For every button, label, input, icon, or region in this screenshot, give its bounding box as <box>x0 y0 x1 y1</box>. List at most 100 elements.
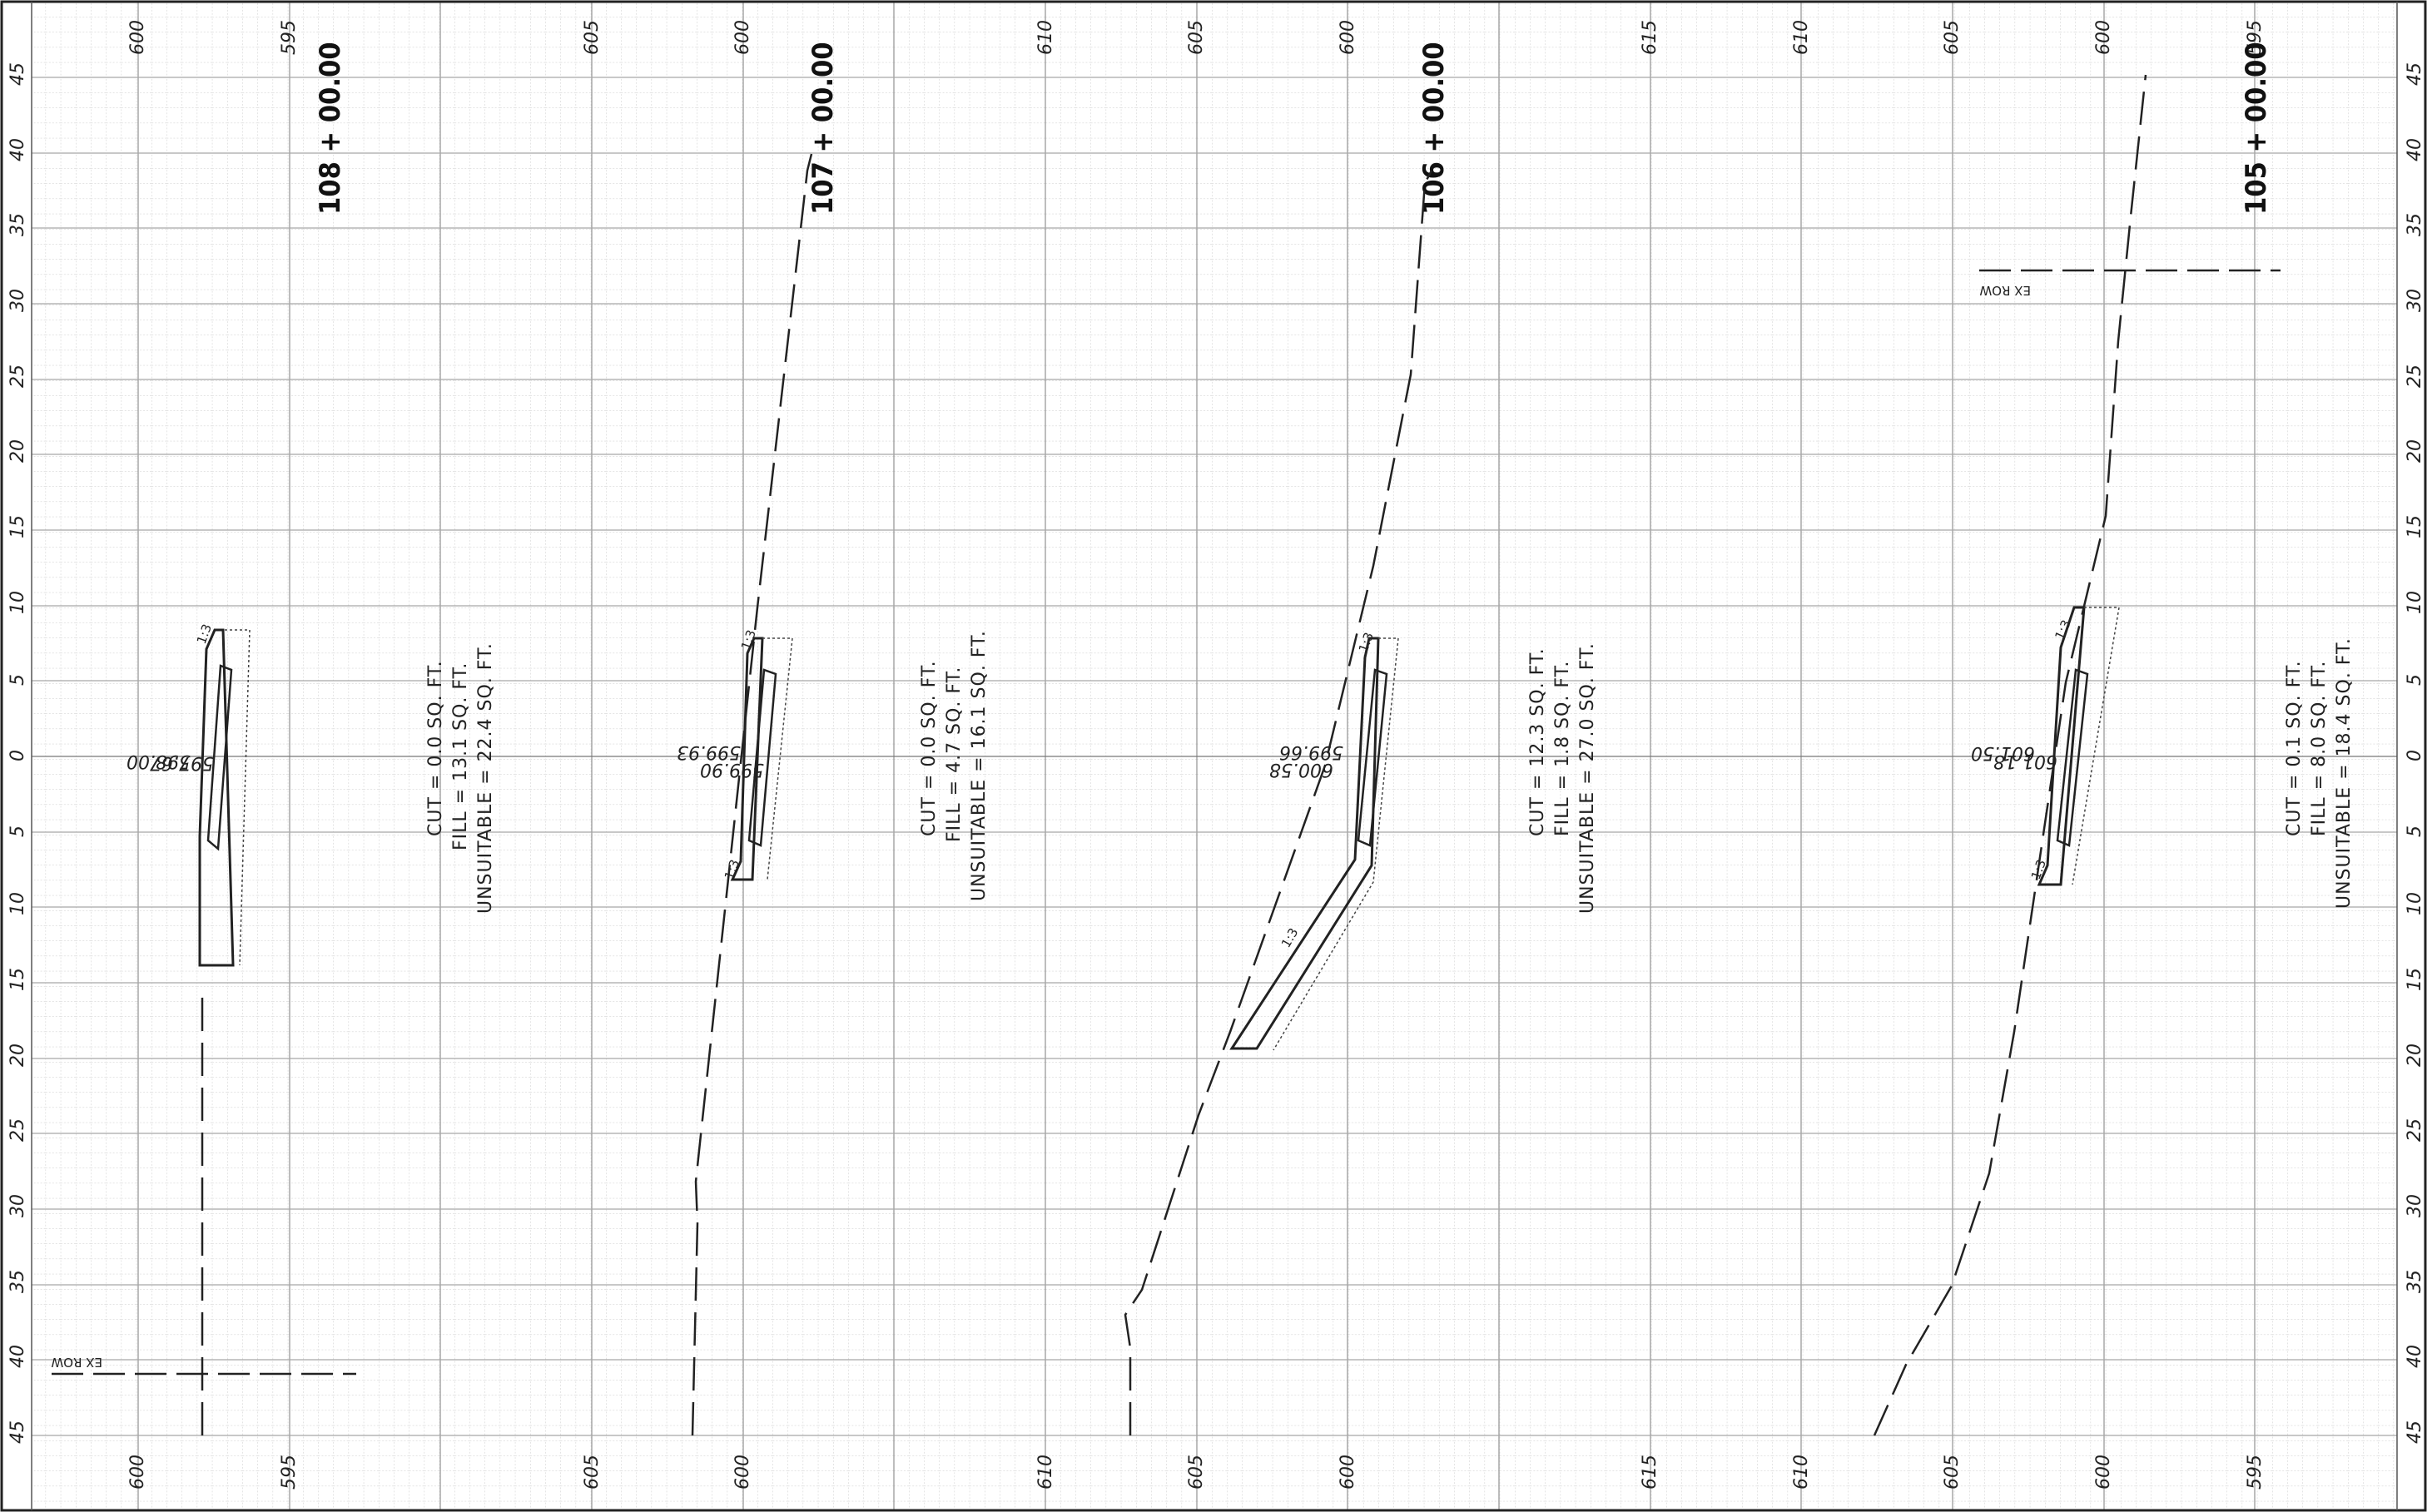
unsuitable-quantity: UNSUITABLE = 22.4 SQ. FT. <box>475 642 496 914</box>
offset-tick: 40 <box>2405 138 2425 161</box>
elevation-tick: 595 <box>2245 20 2266 55</box>
offset-tick: 30 <box>7 1194 28 1217</box>
station-label: 107 + 00.00 <box>807 42 840 215</box>
elevation-tick: 595 <box>2245 1455 2266 1490</box>
offset-tick: 25 <box>7 1118 28 1142</box>
offset-tick: 15 <box>7 515 28 538</box>
existing-ground-line <box>691 153 813 1436</box>
elevation-tick: 600 <box>732 1455 753 1490</box>
offset-tick: 45 <box>7 62 28 86</box>
elevation-tick: 610 <box>1791 1455 1812 1490</box>
offset-tick: 15 <box>2405 515 2425 538</box>
station-label: 105 + 00.00 <box>2240 42 2273 215</box>
offset-tick: 5 <box>2405 674 2425 686</box>
existing-ground-line <box>1873 74 2147 1436</box>
offset-tick: 40 <box>2405 1345 2425 1368</box>
offset-tick: 25 <box>2405 364 2425 388</box>
elevation-tick: 605 <box>1942 20 1963 55</box>
offset-tick: 5 <box>2405 825 2425 837</box>
limits-dotted <box>1273 637 1399 1051</box>
station-label: 106 + 00.00 <box>1417 42 1451 215</box>
offset-tick: 35 <box>2405 1270 2425 1293</box>
offset-tick: 45 <box>2405 62 2425 86</box>
offset-tick: 45 <box>7 1420 28 1444</box>
fill-quantity: FILL = 4.7 SQ. FT. <box>944 667 965 842</box>
offset-tick: 0 <box>7 750 28 761</box>
subgrade <box>747 668 777 847</box>
unsuitable-quantity: UNSUITABLE = 27.0 SQ. FT. <box>1577 642 1598 914</box>
elevation-tick: 595 <box>279 20 300 55</box>
offset-tick: 10 <box>2405 892 2425 915</box>
offset-tick: 10 <box>2405 591 2425 614</box>
limits-dotted <box>225 629 251 966</box>
offset-tick: 20 <box>7 439 28 463</box>
cut-quantity: CUT = 12.3 SQ. FT. <box>1527 647 1548 836</box>
offset-tick: 20 <box>7 1044 28 1067</box>
elevation-tick: 615 <box>1640 20 1660 55</box>
offset-tick: 40 <box>7 138 28 161</box>
elevation-tick: 605 <box>582 20 603 55</box>
elevation-tick: 595 <box>279 1455 300 1490</box>
elevation-tick: 605 <box>1942 1455 1963 1490</box>
offset-tick: 25 <box>2405 1118 2425 1142</box>
elevation-tick: 600 <box>1338 1455 1358 1490</box>
elevation-tick: 600 <box>2093 20 2114 55</box>
elevation-tick: 605 <box>582 1455 603 1490</box>
offset-tick: 5 <box>7 674 28 686</box>
offset-tick: 15 <box>2405 968 2425 991</box>
elevation-label: 598.00 <box>127 751 191 771</box>
elevation-tick: 600 <box>127 1455 148 1490</box>
elevation-tick: 605 <box>1186 20 1207 55</box>
elevation-tick: 610 <box>1791 20 1812 55</box>
elevation-tick: 605 <box>1186 1455 1207 1490</box>
subgrade <box>2056 668 2089 847</box>
offset-tick: 45 <box>2405 1420 2425 1444</box>
offset-tick: 30 <box>2405 1194 2425 1217</box>
section-107: 605 600 605 600 107 + 00.00 CUT = 0.0 SQ… <box>582 20 990 1490</box>
proposed-section <box>1229 637 1380 1050</box>
fill-quantity: FILL = 13.1 SQ. FT. <box>450 662 471 850</box>
offset-tick: 35 <box>7 1270 28 1293</box>
elevation-label: 599.90 <box>700 759 764 780</box>
unsuitable-quantity: UNSUITABLE = 16.1 SQ. FT. <box>969 630 990 901</box>
elevation-tick: 615 <box>1640 1455 1660 1490</box>
elevation-tick: 600 <box>732 20 753 55</box>
offset-tick: 30 <box>2405 289 2425 312</box>
offset-ticks-left: 45 40 35 30 25 20 15 10 5 0 5 10 15 20 2… <box>7 62 28 1444</box>
cut-quantity: CUT = 0.1 SQ. FT. <box>2284 660 2305 836</box>
elevation-tick: 600 <box>2093 1455 2114 1490</box>
section-106: 610 605 600 610 605 600 106 + 00.00 CUT … <box>1035 20 1598 1490</box>
offset-tick: 20 <box>2405 1044 2425 1067</box>
offset-tick: 25 <box>7 364 28 388</box>
offset-tick: 0 <box>2405 750 2425 761</box>
cut-quantity: CUT = 0.0 SQ. FT. <box>425 660 446 836</box>
offset-tick: 35 <box>2405 213 2425 236</box>
existing-ground-line <box>1124 170 1433 1435</box>
subgrade <box>1357 668 1388 847</box>
offset-tick: 40 <box>7 1345 28 1368</box>
proposed-section <box>730 637 764 881</box>
elevation-label: 597.67 <box>150 752 214 773</box>
subgrade <box>206 664 233 851</box>
section-108: 600 595 600 595 108 + 00.00 CUT = 0.0 SQ… <box>51 20 496 1490</box>
unsuitable-quantity: UNSUITABLE = 18.4 SQ. FT. <box>2334 637 2355 909</box>
elevation-tick: 610 <box>1035 1455 1056 1490</box>
offset-tick: 30 <box>7 289 28 312</box>
offset-tick: 35 <box>7 213 28 236</box>
station-label: 108 + 00.00 <box>314 42 347 215</box>
offset-tick: 10 <box>7 892 28 915</box>
elevation-label: 601.18 <box>1993 751 2057 771</box>
offset-ticks-right: 45 40 35 30 25 20 15 10 5 0 5 10 15 20 2… <box>2405 62 2425 1444</box>
cut-quantity: CUT = 0.0 SQ. FT. <box>919 660 940 836</box>
offset-tick: 20 <box>2405 439 2425 463</box>
elevation-label: 599.66 <box>1279 741 1343 762</box>
offset-tick: 10 <box>7 591 28 614</box>
elevation-label: 601.50 <box>1971 742 2035 763</box>
offset-tick: 5 <box>7 825 28 837</box>
elevation-tick: 610 <box>1035 20 1056 55</box>
fill-quantity: FILL = 8.0 SQ. FT. <box>2309 661 2330 836</box>
ex-row-label: EX ROW <box>1979 283 2031 298</box>
elevation-label: 600.58 <box>1269 759 1333 780</box>
existing-ground-line <box>197 987 204 1435</box>
